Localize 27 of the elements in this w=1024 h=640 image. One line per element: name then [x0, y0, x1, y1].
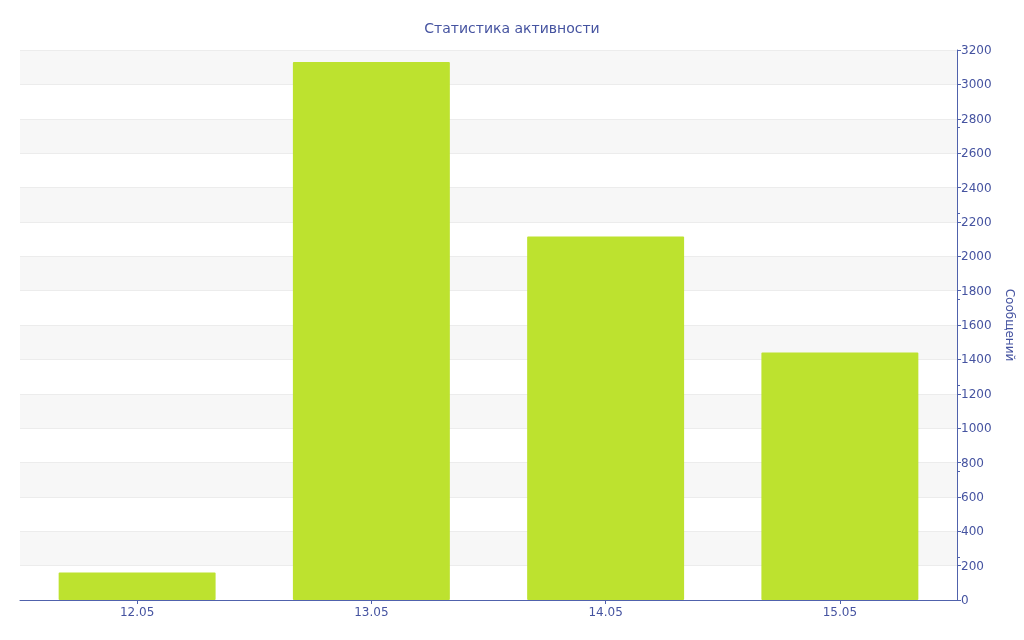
y-tick-label: 2200	[961, 214, 992, 229]
bar	[527, 236, 685, 600]
y-axis-title: Сообщений	[1003, 288, 1017, 362]
y-tick-label: 3200	[961, 43, 992, 57]
x-tick-label: 14.05	[588, 605, 623, 619]
y-tick-label: 1400	[961, 352, 992, 367]
x-tick-label: 13.05	[354, 605, 389, 619]
y-tick-label: 200	[961, 558, 984, 573]
y-tick-label: 1600	[961, 318, 992, 332]
y-tick-label: 1200	[961, 386, 992, 401]
y-tick-label: 3000	[961, 77, 992, 92]
y-tick-label: 1800	[961, 283, 992, 298]
chart-title: Статистика активности	[424, 20, 600, 36]
x-tick-label: 12.05	[119, 605, 155, 619]
y-tick-label: 800	[961, 455, 984, 470]
y-tick-label: 1000	[961, 421, 992, 436]
y-tick-label: 0	[961, 593, 969, 607]
bar	[292, 62, 450, 600]
y-tick-label: 2800	[961, 111, 992, 126]
y-tick-label: 600	[961, 489, 984, 504]
bar	[761, 352, 919, 600]
y-tick-label: 2400	[961, 180, 992, 195]
y-tick-label: 400	[961, 524, 984, 539]
y-tick-label: 2600	[961, 146, 992, 161]
x-tick-label: 15.05	[822, 605, 858, 619]
y-tick-label: 2000	[961, 249, 992, 264]
bar	[58, 572, 216, 600]
